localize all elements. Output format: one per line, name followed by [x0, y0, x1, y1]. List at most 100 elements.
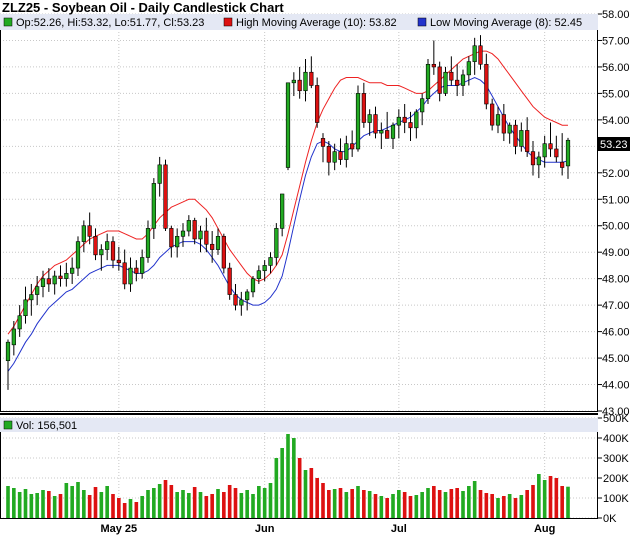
candle-body	[93, 236, 98, 256]
last-price-tag	[598, 137, 630, 151]
volume-bar	[204, 496, 209, 518]
volume-bar	[128, 499, 133, 518]
volume-tick-label: 100K	[603, 493, 629, 505]
volume-bar	[157, 484, 162, 518]
candle-body	[274, 228, 279, 258]
candle-body	[245, 291, 250, 301]
x-axis-label: Aug	[534, 523, 555, 535]
candle-body	[332, 151, 337, 163]
candle-body	[344, 143, 349, 160]
volume-bar	[227, 485, 232, 518]
volume-bar	[216, 489, 220, 518]
legend-background	[0, 14, 598, 30]
candle-body	[554, 148, 559, 158]
candle-body	[110, 241, 116, 261]
volume-bar	[262, 488, 267, 518]
candle-body	[268, 257, 273, 266]
volume-tick-label: 200K	[603, 473, 629, 485]
volume-bar	[461, 491, 465, 518]
volume-bar	[379, 496, 384, 518]
volume-bar	[484, 493, 489, 518]
volume-bar	[537, 474, 541, 518]
candle-body	[256, 270, 261, 279]
volume-bar	[35, 493, 39, 518]
volume-bar	[198, 492, 203, 518]
ohlc-legend-swatch	[3, 17, 13, 27]
volume-bar	[385, 498, 389, 518]
volume-bar	[309, 468, 314, 518]
candle-body	[87, 225, 92, 237]
candle-body	[519, 130, 524, 147]
candle-body	[11, 328, 16, 346]
candle-body	[460, 74, 466, 86]
volume-bar	[362, 490, 366, 518]
last-price-label: 53.23	[600, 139, 628, 151]
chart-title: ZLZ25 - Soybean Oil - Daily Candlestick …	[2, 0, 284, 15]
volume-bar	[87, 495, 92, 518]
candle-body	[525, 130, 530, 152]
volume-bar	[496, 498, 500, 518]
candle-body	[163, 164, 168, 229]
candle-body	[490, 103, 495, 126]
volume-bar	[29, 494, 34, 518]
volume-bar	[332, 489, 337, 518]
volume-bar	[525, 490, 529, 518]
volume-bar	[519, 495, 524, 518]
price-tick-label: 49.00	[602, 247, 630, 259]
ohlc-legend: Op:52.26, Hi:53.32, Lo:51.77, Cl:53.23	[16, 17, 204, 29]
volume-bar	[560, 486, 564, 518]
volume-bar	[414, 495, 419, 518]
candle-body	[81, 225, 86, 242]
volume-bar	[554, 478, 559, 518]
candle-body	[250, 278, 256, 293]
candle-body	[414, 111, 419, 129]
candle-body	[221, 236, 226, 269]
volume-bar	[187, 493, 191, 518]
volume-bar	[52, 496, 57, 518]
candle-body	[326, 146, 331, 163]
volume-bar	[111, 494, 115, 518]
candle-body	[350, 143, 355, 150]
volume-bar	[93, 487, 98, 518]
volume-bar	[163, 480, 168, 518]
volume-bar	[397, 490, 401, 518]
volume-bar	[274, 458, 279, 518]
volume-bar	[443, 492, 448, 518]
candle-body	[5, 341, 11, 362]
volume-bar	[350, 489, 354, 518]
candle-body	[145, 228, 151, 258]
volume-bar	[122, 503, 127, 518]
candle-body	[542, 143, 547, 158]
candle-body	[140, 257, 145, 274]
candle-body	[408, 122, 413, 129]
volume-bar	[321, 483, 325, 518]
candle-body	[52, 275, 57, 285]
candle-body	[29, 294, 34, 301]
volume-bar	[70, 486, 74, 518]
volume-bar	[140, 496, 144, 518]
candle-body	[215, 236, 221, 250]
candle-body	[385, 130, 390, 139]
candle-body	[198, 230, 203, 240]
candle-body	[297, 79, 302, 92]
candle-body	[565, 139, 571, 167]
volume-bar	[169, 485, 174, 518]
candle-body	[303, 71, 308, 92]
candle-body	[367, 114, 372, 123]
volume-bar	[472, 481, 477, 518]
candle-body	[396, 116, 401, 126]
candle-body	[122, 262, 127, 285]
volume-bar	[303, 470, 308, 518]
volume-bar	[222, 492, 226, 518]
candle-body	[478, 45, 483, 65]
candle-body	[320, 138, 326, 147]
low-ma-legend-swatch	[417, 17, 427, 27]
price-tick-label: 43.00	[602, 406, 630, 418]
volume-bar	[17, 492, 22, 518]
low-ma-legend: Low Moving Average (8): 52.45	[430, 17, 582, 29]
candle-body	[315, 85, 320, 123]
candle-body	[449, 71, 454, 81]
candle-body	[23, 299, 28, 317]
